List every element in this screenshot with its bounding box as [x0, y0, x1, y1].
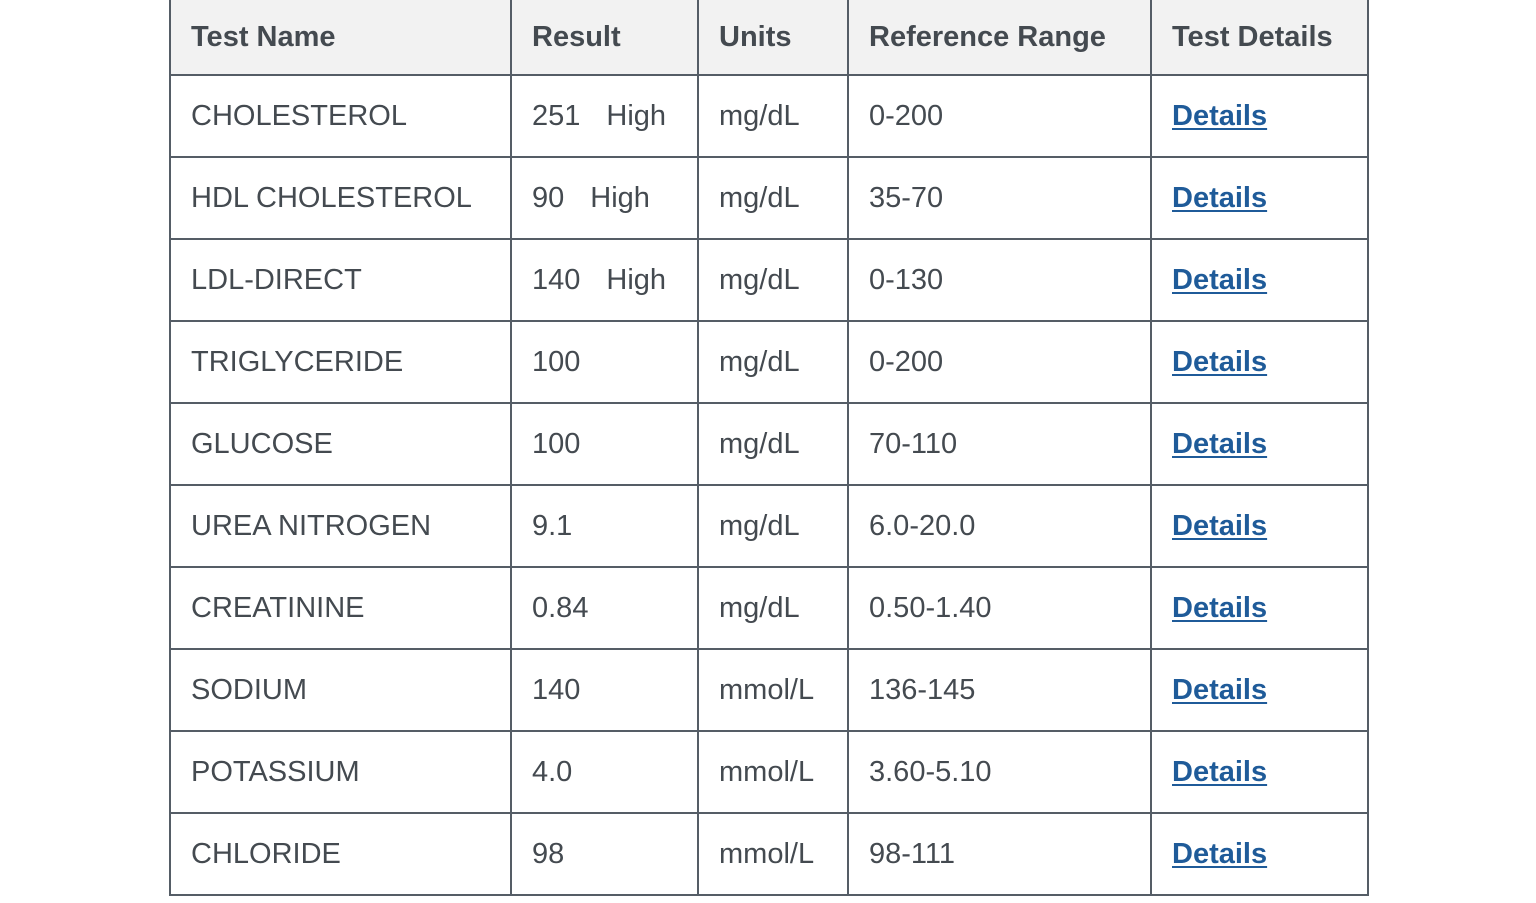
test-details-cell: Details [1150, 648, 1369, 732]
reference-range-cell: 6.0-20.0 [847, 484, 1152, 568]
table-header-row: Test Name Result Units Reference Range T… [169, 0, 1369, 76]
header-test-details: Test Details [1150, 0, 1369, 76]
details-link[interactable]: Details [1172, 345, 1268, 378]
table-row: GLUCOSE 100 mg/dL 70-110 Details [169, 402, 1369, 486]
result-cell: 251 High [510, 74, 699, 158]
test-details-cell: Details [1150, 320, 1369, 404]
result-cell: 90 High [510, 156, 699, 240]
test-name-cell: GLUCOSE [169, 402, 512, 486]
units-cell: mg/dL [697, 74, 849, 158]
details-link[interactable]: Details [1172, 427, 1268, 460]
details-link[interactable]: Details [1172, 755, 1268, 788]
details-link[interactable]: Details [1172, 99, 1268, 132]
result-cell: 9.1 [510, 484, 699, 568]
reference-range-cell: 0.50-1.40 [847, 566, 1152, 650]
table-row: LDL-DIRECT 140 High mg/dL 0-130 Details [169, 238, 1369, 322]
units-cell: mg/dL [697, 320, 849, 404]
reference-range-cell: 0-200 [847, 320, 1152, 404]
result-cell: 100 [510, 320, 699, 404]
test-details-cell: Details [1150, 812, 1369, 896]
reference-range-cell: 98-111 [847, 812, 1152, 896]
table-row: TRIGLYCERIDE 100 mg/dL 0-200 Details [169, 320, 1369, 404]
header-reference-range: Reference Range [847, 0, 1152, 76]
reference-range-cell: 70-110 [847, 402, 1152, 486]
result-value: 90 [532, 181, 565, 214]
result-cell: 140 High [510, 238, 699, 322]
reference-range-cell: 136-145 [847, 648, 1152, 732]
header-units: Units [697, 0, 849, 76]
units-cell: mg/dL [697, 566, 849, 650]
table-row: UREA NITROGEN 9.1 mg/dL 6.0-20.0 Details [169, 484, 1369, 568]
table-row: CHLORIDE 98 mmol/L 98-111 Details [169, 812, 1369, 896]
result-value: 140 [532, 263, 581, 296]
details-link[interactable]: Details [1172, 509, 1268, 542]
units-cell: mg/dL [697, 238, 849, 322]
test-details-cell: Details [1150, 566, 1369, 650]
result-value: 100 [532, 345, 581, 378]
test-name-cell: SODIUM [169, 648, 512, 732]
result-flag: High [606, 263, 667, 296]
table-row: HDL CHOLESTEROL 90 High mg/dL 35-70 Details [169, 156, 1369, 240]
test-details-cell: Details [1150, 74, 1369, 158]
result-value: 140 [532, 673, 581, 706]
test-name-cell: LDL-DIRECT [169, 238, 512, 322]
result-cell: 98 [510, 812, 699, 896]
test-name-cell: CHLORIDE [169, 812, 512, 896]
result-flag: High [590, 181, 650, 214]
lab-results-table: Test Name Result Units Reference Range T… [169, 0, 1369, 896]
result-value: 4.0 [532, 755, 573, 788]
header-result: Result [510, 0, 699, 76]
details-link[interactable]: Details [1172, 263, 1268, 296]
result-value: 9.1 [532, 509, 573, 542]
test-name-cell: POTASSIUM [169, 730, 512, 814]
test-name-cell: HDL CHOLESTEROL [169, 156, 512, 240]
details-link[interactable]: Details [1172, 837, 1268, 870]
test-details-cell: Details [1150, 402, 1369, 486]
result-cell: 0.84 [510, 566, 699, 650]
details-link[interactable]: Details [1172, 673, 1268, 706]
test-details-cell: Details [1150, 484, 1369, 568]
test-details-cell: Details [1150, 238, 1369, 322]
units-cell: mmol/L [697, 648, 849, 732]
result-value: 251 [532, 99, 581, 132]
units-cell: mg/dL [697, 156, 849, 240]
test-name-cell: CREATININE [169, 566, 512, 650]
test-name-cell: TRIGLYCERIDE [169, 320, 512, 404]
result-cell: 4.0 [510, 730, 699, 814]
reference-range-cell: 35-70 [847, 156, 1152, 240]
units-cell: mmol/L [697, 812, 849, 896]
units-cell: mg/dL [697, 484, 849, 568]
test-details-cell: Details [1150, 730, 1369, 814]
table-row: POTASSIUM 4.0 mmol/L 3.60-5.10 Details [169, 730, 1369, 814]
test-name-cell: UREA NITROGEN [169, 484, 512, 568]
table-row: SODIUM 140 mmol/L 136-145 Details [169, 648, 1369, 732]
table-row: CREATININE 0.84 mg/dL 0.50-1.40 Details [169, 566, 1369, 650]
reference-range-cell: 0-200 [847, 74, 1152, 158]
test-details-cell: Details [1150, 156, 1369, 240]
details-link[interactable]: Details [1172, 591, 1268, 624]
result-cell: 100 [510, 402, 699, 486]
header-test-name: Test Name [169, 0, 512, 76]
result-value: 100 [532, 427, 581, 460]
units-cell: mg/dL [697, 402, 849, 486]
result-value: 98 [532, 837, 565, 870]
details-link[interactable]: Details [1172, 181, 1268, 214]
result-flag: High [606, 99, 667, 132]
reference-range-cell: 0-130 [847, 238, 1152, 322]
test-name-cell: CHOLESTEROL [169, 74, 512, 158]
units-cell: mmol/L [697, 730, 849, 814]
table-row: CHOLESTEROL 251 High mg/dL 0-200 Details [169, 74, 1369, 158]
reference-range-cell: 3.60-5.10 [847, 730, 1152, 814]
result-value: 0.84 [532, 591, 589, 624]
result-cell: 140 [510, 648, 699, 732]
